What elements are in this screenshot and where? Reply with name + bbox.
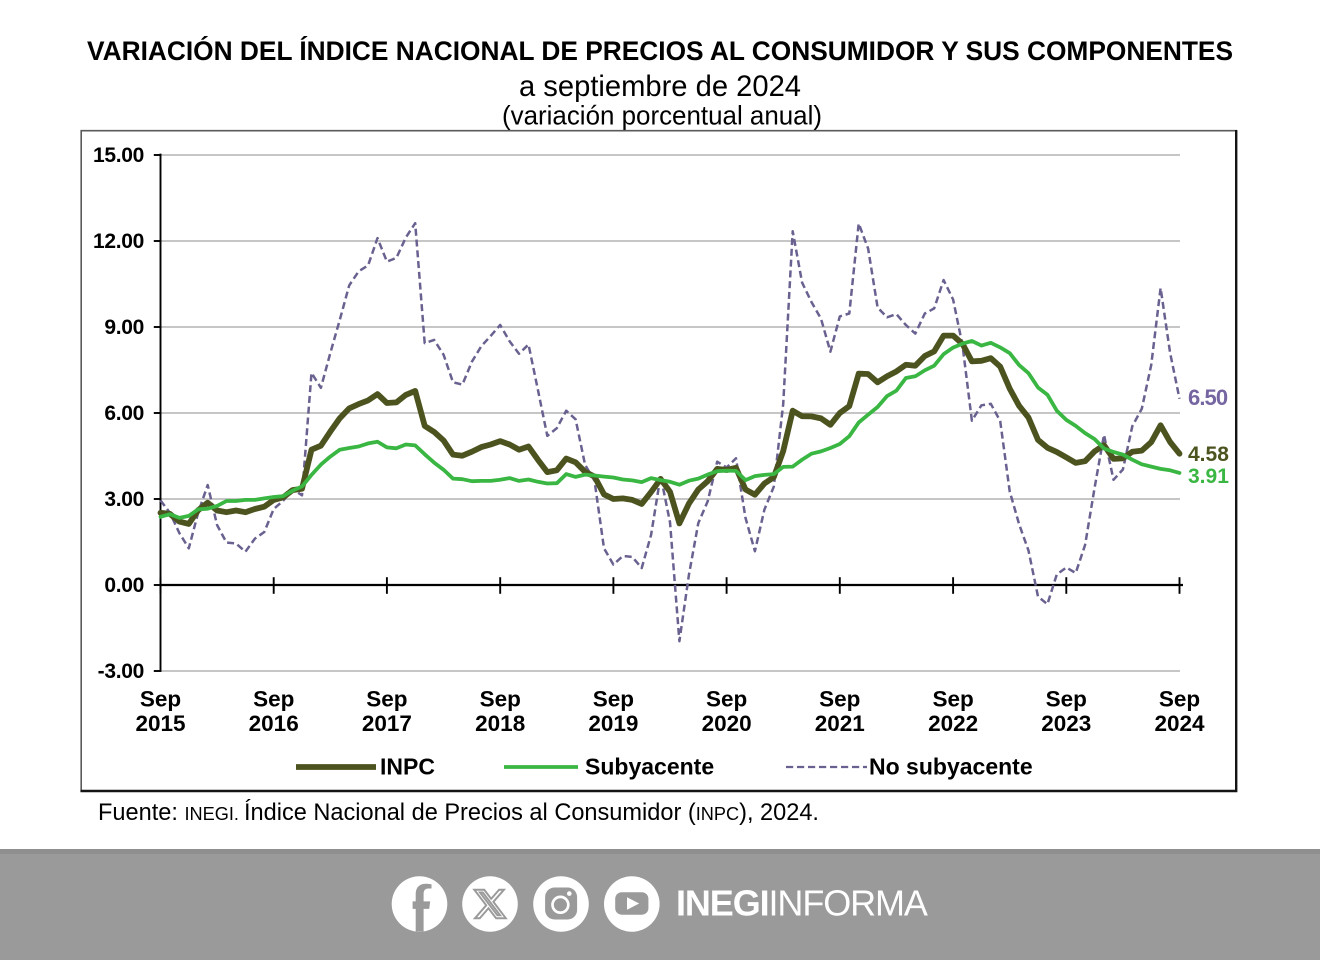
svg-text:4.58: 4.58 [1188, 443, 1229, 466]
svg-text:3.91: 3.91 [1188, 465, 1229, 488]
svg-text:2024: 2024 [1154, 711, 1205, 736]
svg-text:Sep: Sep [253, 687, 294, 712]
svg-text:2018: 2018 [475, 711, 525, 736]
svg-text:Sep: Sep [480, 687, 521, 712]
svg-text:a septiembre de 2024: a septiembre de 2024 [519, 70, 801, 103]
svg-text:2017: 2017 [362, 711, 412, 736]
svg-text:VARIACIÓN DEL ÍNDICE NACIONAL: VARIACIÓN DEL ÍNDICE NACIONAL DE PRECIOS… [87, 35, 1233, 66]
svg-text:Sep: Sep [1046, 687, 1087, 712]
svg-text:Sep: Sep [140, 687, 181, 712]
svg-text:2016: 2016 [249, 711, 299, 736]
svg-text:Sep: Sep [819, 687, 860, 712]
svg-text:6.50: 6.50 [1188, 385, 1228, 410]
svg-text:2022: 2022 [928, 711, 978, 736]
svg-text:-3.00: -3.00 [98, 660, 144, 683]
svg-text:2015: 2015 [135, 711, 185, 736]
svg-text:2020: 2020 [702, 711, 752, 736]
svg-text:2021: 2021 [815, 711, 865, 736]
svg-text:(variación porcentual anual): (variación porcentual anual) [502, 100, 822, 130]
svg-text:2023: 2023 [1041, 711, 1091, 736]
svg-text:0.00: 0.00 [104, 574, 144, 597]
svg-text:Sep: Sep [706, 687, 747, 712]
svg-text:9.00: 9.00 [104, 316, 144, 339]
svg-text:Sep: Sep [932, 687, 973, 712]
svg-text:Sep: Sep [366, 687, 407, 712]
svg-text:3.00: 3.00 [104, 488, 144, 511]
svg-text:Fuente: INEGI. Índice Nacional: Fuente: INEGI. Índice Nacional de Precio… [98, 799, 819, 826]
svg-text:Sep: Sep [593, 687, 634, 712]
svg-text:12.00: 12.00 [93, 230, 144, 253]
svg-text:Sep: Sep [1159, 687, 1200, 712]
svg-text:15.00: 15.00 [93, 144, 144, 167]
svg-text:INPC: INPC [380, 754, 435, 780]
svg-text:Subyacente: Subyacente [585, 754, 714, 780]
svg-text:2019: 2019 [588, 711, 638, 736]
svg-text:INEGIINFORMA: INEGIINFORMA [676, 883, 928, 924]
svg-text:6.00: 6.00 [104, 402, 144, 425]
svg-text:No subyacente: No subyacente [869, 754, 1033, 780]
